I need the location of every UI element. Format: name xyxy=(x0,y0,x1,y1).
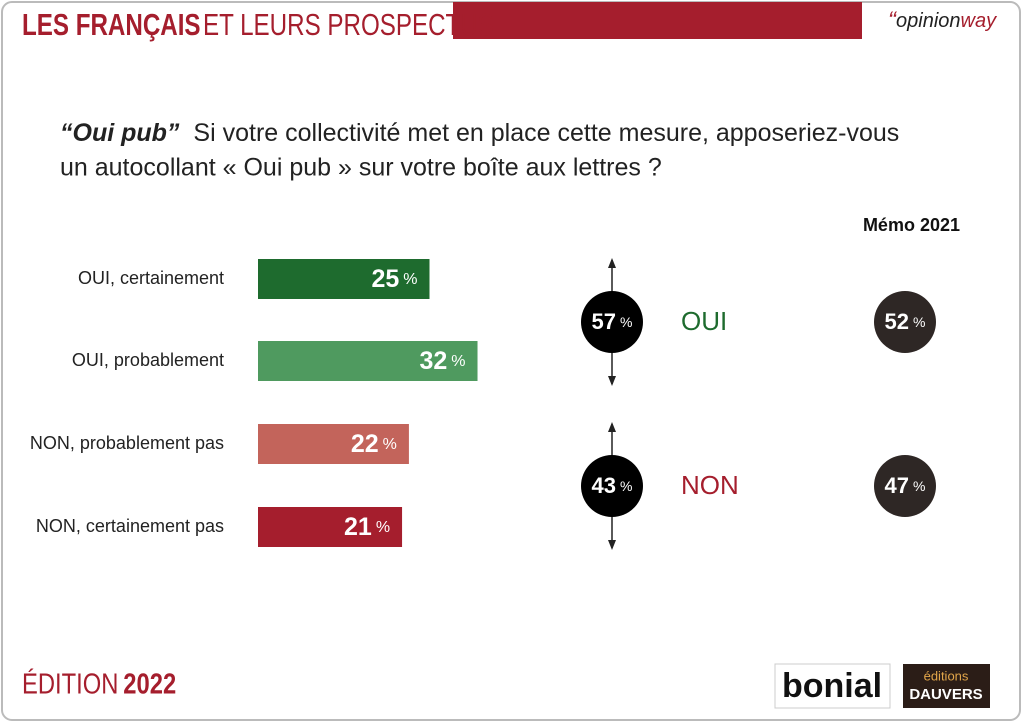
summary-circle xyxy=(581,455,643,517)
memo-title: Mémo 2021 xyxy=(863,215,960,235)
value-number: 43 xyxy=(592,473,616,498)
value-label: 21% xyxy=(344,513,390,541)
edition-year: 2022 xyxy=(123,667,176,700)
dauvers-logo-b: DAUVERS xyxy=(909,686,982,703)
chart: OUI, certainement 25 % OUI, probablement 32%… xyxy=(30,258,936,550)
category-label: NON, probablement pas xyxy=(30,433,224,453)
bonial-logo: bonial xyxy=(782,667,882,705)
question-text: un autocollant « Oui pub » sur votre boî… xyxy=(60,154,662,182)
value-unit: % xyxy=(913,314,925,330)
edition-word: ÉDITION xyxy=(22,667,118,700)
brand-quote: “ xyxy=(888,7,898,34)
summary-label: OUI xyxy=(681,306,727,336)
category-label: NON, certainement pas xyxy=(36,516,224,536)
bar xyxy=(258,507,403,547)
category-label: OUI, certainement xyxy=(78,268,224,288)
value-label: 32% xyxy=(419,347,465,375)
value-label: 22% xyxy=(351,430,397,458)
value-number: 21 xyxy=(344,513,372,541)
value-label: 25% xyxy=(371,265,417,293)
bonial-logo-box xyxy=(774,663,891,709)
question-text: Si votre collectivité met en place cette… xyxy=(193,119,899,147)
value-label: 57% xyxy=(592,309,633,334)
value-label: 47% xyxy=(885,473,926,498)
brand-logo: “opinionway xyxy=(888,7,997,34)
value-unit: % xyxy=(383,436,397,453)
dauvers-logo-a: éditions xyxy=(924,668,969,683)
value-unit: % xyxy=(620,478,632,494)
bar xyxy=(258,341,478,381)
value-unit: % xyxy=(451,353,465,370)
value-number: 47 xyxy=(885,473,909,498)
summary-circle xyxy=(581,291,643,353)
header-title: LES FRANÇAIS ET LEURS PROSPECTUS xyxy=(22,7,494,42)
value-label: 52% xyxy=(885,309,926,334)
memo-circle xyxy=(874,291,936,353)
bar xyxy=(258,259,430,299)
value-number: 32 xyxy=(419,347,447,375)
title-light: ET LEURS PROSPECTUS xyxy=(203,7,494,42)
header-band xyxy=(453,2,862,39)
edition-label: ÉDITION 2022 xyxy=(22,667,176,700)
question-line: “Oui pub” Si votre collectivité met en pl… xyxy=(60,119,899,147)
memo-circle xyxy=(874,455,936,517)
brand-a: opinion xyxy=(896,10,961,32)
value-label: 43% xyxy=(592,473,633,498)
edition: ÉDITION 2022 xyxy=(22,667,176,700)
dauvers-logo-box xyxy=(903,664,990,708)
bar xyxy=(258,424,409,464)
value-unit: % xyxy=(376,519,390,536)
brand-b: way xyxy=(961,10,998,32)
title-bold: LES FRANÇAIS xyxy=(22,7,201,42)
category-label: OUI, probablement xyxy=(72,350,224,370)
question-lead: “Oui pub” xyxy=(60,119,180,147)
value-unit: % xyxy=(913,478,925,494)
value-number: 22 xyxy=(351,430,379,458)
value-number: 57 xyxy=(592,309,616,334)
value-number: 52 xyxy=(885,309,909,334)
value-unit: % xyxy=(620,314,632,330)
value-unit: % xyxy=(403,271,417,288)
summary-label: NON xyxy=(681,470,739,500)
value-number: 25 xyxy=(371,265,399,293)
